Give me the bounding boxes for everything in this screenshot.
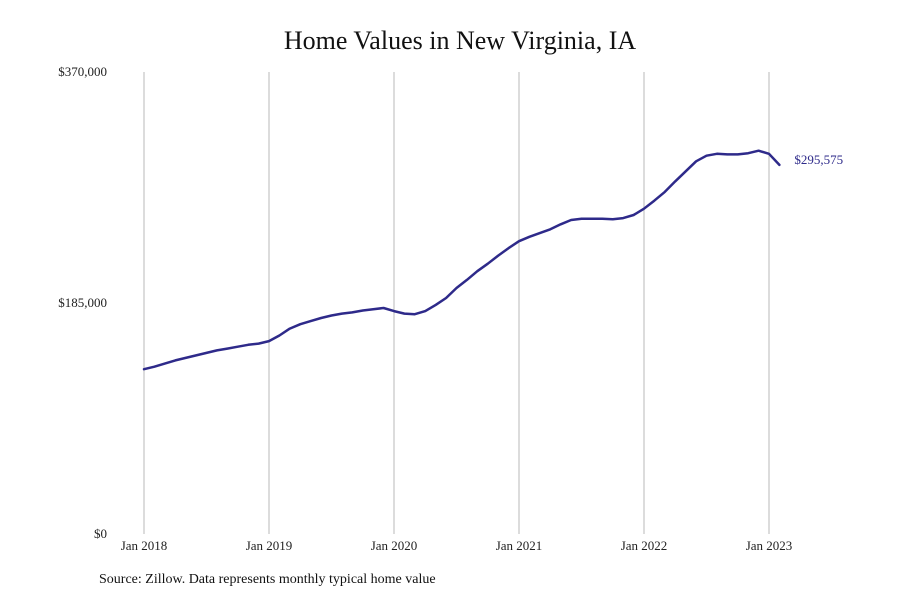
y-tick-label: $370,000: [58, 64, 107, 79]
end-value-label: $295,575: [794, 152, 843, 167]
x-tick-label: Jan 2018: [121, 538, 168, 553]
x-tick-label: Jan 2021: [496, 538, 543, 553]
x-tick-label: Jan 2019: [246, 538, 293, 553]
x-tick-label: Jan 2022: [621, 538, 668, 553]
chart-title: Home Values in New Virginia, IA: [283, 26, 637, 55]
x-axis-ticks: Jan 2018 Jan 2019 Jan 2020 Jan 2021 Jan 2022…: [121, 538, 793, 553]
series-line: [142, 149, 781, 371]
y-tick-label: $185,000: [58, 295, 107, 310]
y-axis-ticks: $0 $185,000 $370,000: [58, 64, 107, 541]
source-note: Source: Zillow. Data represents monthly …: [99, 572, 436, 587]
x-tick-label: Jan 2020: [371, 538, 418, 553]
y-tick-label: $0: [94, 526, 107, 541]
grid-lines: [143, 72, 770, 534]
x-tick-label: Jan 2023: [746, 538, 793, 553]
